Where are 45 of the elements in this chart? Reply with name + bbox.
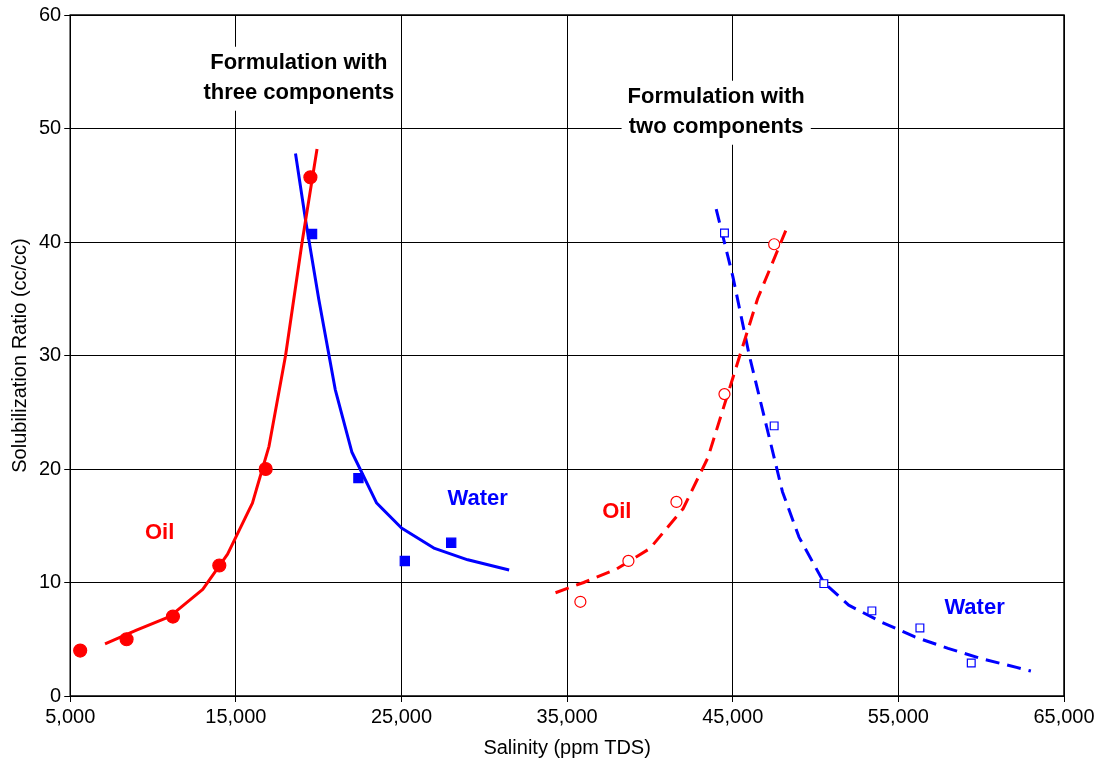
point <box>303 170 318 185</box>
point <box>867 606 877 616</box>
point <box>165 609 181 624</box>
point <box>670 495 683 509</box>
x-tick-label: 45,000 <box>702 704 764 727</box>
line-series <box>554 229 788 595</box>
y-tick-label: 60 <box>39 2 62 25</box>
series-label: Oil <box>145 518 175 544</box>
x-tick-label: 25,000 <box>370 704 433 727</box>
y-tick-label: 20 <box>39 456 62 479</box>
series-label: Water <box>447 484 509 510</box>
point <box>212 558 227 573</box>
series-label: Oil <box>602 498 632 524</box>
line-series <box>714 207 1033 673</box>
annotation: Formulation with three components <box>203 48 395 104</box>
point <box>622 554 635 568</box>
series-label: Water <box>944 593 1006 619</box>
point <box>915 623 925 633</box>
x-tick-label: 5,000 <box>45 704 96 727</box>
x-tick-label: 65,000 <box>1033 704 1095 727</box>
point <box>73 643 88 658</box>
point <box>119 632 134 647</box>
point <box>258 461 273 477</box>
point <box>769 421 779 431</box>
point <box>445 537 457 548</box>
point <box>768 238 781 251</box>
point <box>718 387 731 401</box>
y-tick-label: 40 <box>39 229 62 252</box>
point <box>966 658 976 668</box>
point <box>719 228 729 238</box>
x-tick-label: 55,000 <box>867 704 929 727</box>
point <box>306 228 318 240</box>
y-tick-label: 50 <box>39 116 62 139</box>
x-axis-title: Salinity (ppm TDS) <box>483 735 651 758</box>
y-tick-label: 10 <box>39 570 62 593</box>
x-tick-label: 35,000 <box>536 704 598 727</box>
x-tick-label: 15,000 <box>205 704 267 727</box>
point <box>819 579 829 589</box>
y-tick-label: 0 <box>50 683 62 706</box>
point <box>574 595 587 608</box>
annotation: Formulation with two components <box>627 82 805 138</box>
y-tick-label: 30 <box>39 343 62 366</box>
point <box>353 472 364 484</box>
y-axis-title: Solubilization Ratio (cc/cc) <box>7 238 30 473</box>
point <box>399 555 411 567</box>
